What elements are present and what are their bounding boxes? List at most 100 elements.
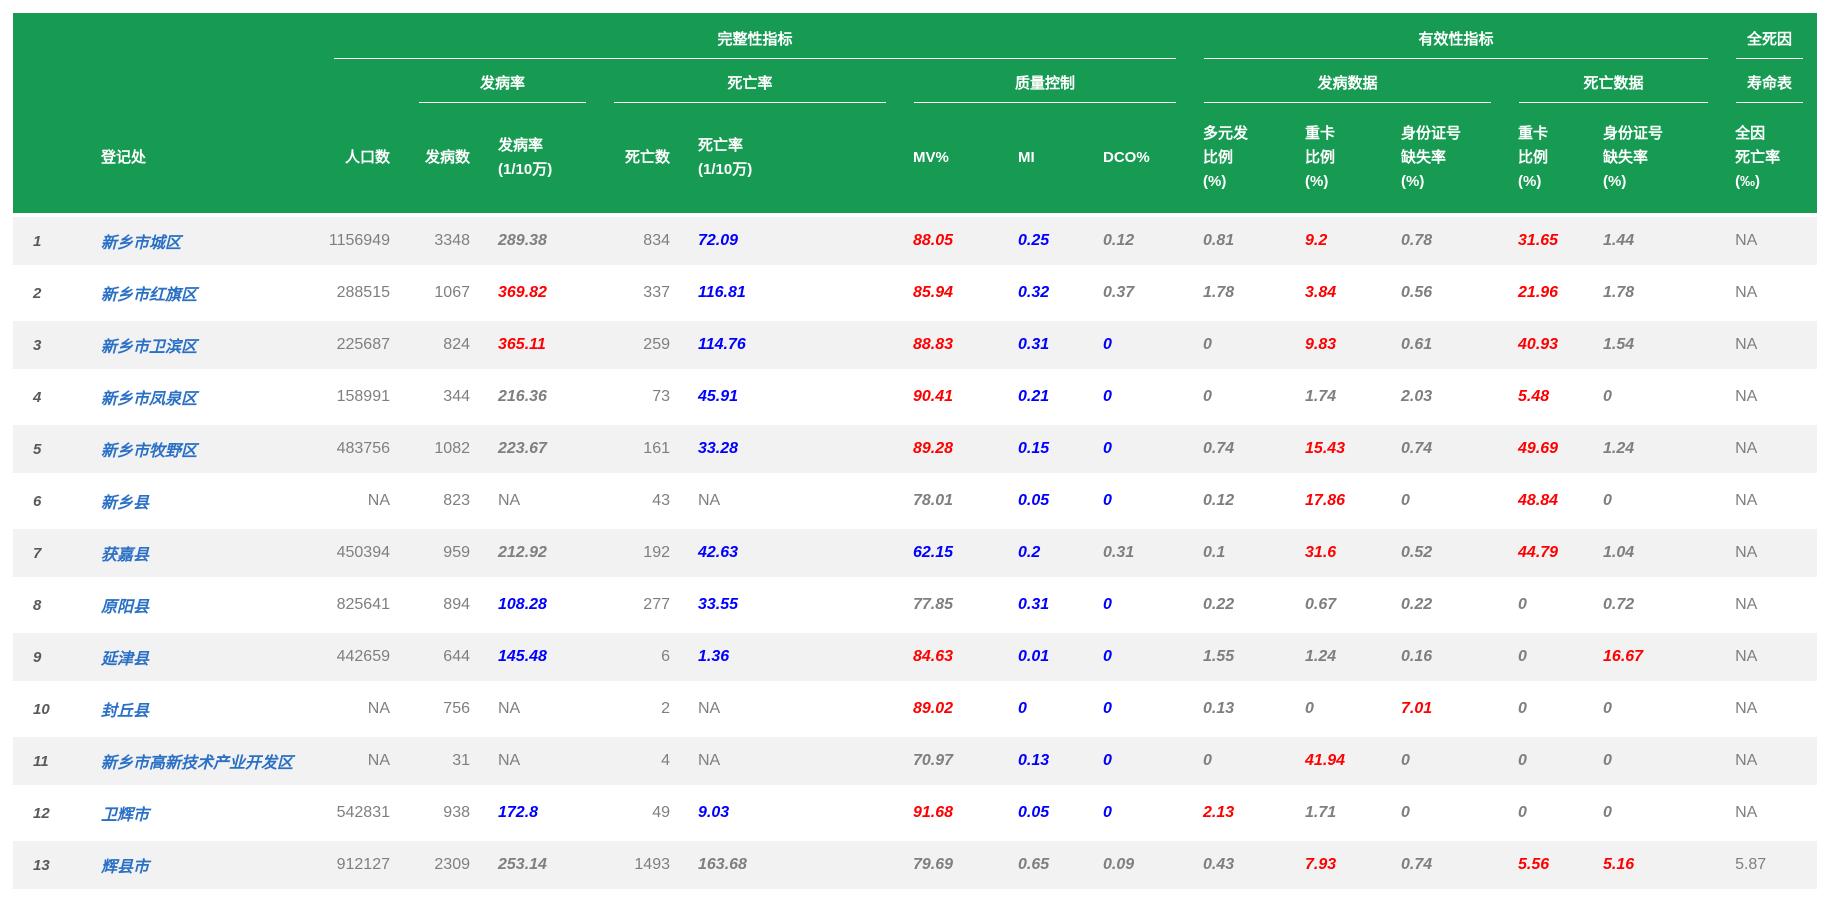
cell-row-index: 11 (13, 733, 88, 785)
cell-dup-card-pct-death: 0 (1505, 681, 1591, 733)
cell-mi: 0.65 (1005, 837, 1090, 889)
table-row: 3 新乡市卫滨区 225687 824 365.11 259 114.76 88.83 0.31… (13, 317, 1818, 369)
cell-cases: 959 (405, 525, 485, 577)
cell-incidence-rate: 253.14 (485, 837, 600, 889)
group-completeness-label: 完整性指标 (334, 28, 1177, 59)
cell-mortality-rate: 33.28 (685, 421, 900, 473)
cell-population: 1156949 (320, 213, 405, 265)
subgroup-mortality-label: 死亡率 (614, 72, 886, 103)
table-row: 5 新乡市牧野区 483756 1082 223.67 161 33.28 89.28 0.15… (13, 421, 1818, 473)
subgroup-quality-control-label: 质量控制 (914, 72, 1177, 103)
cell-id-missing-pct-inc: 0 (1388, 733, 1506, 785)
cell-dco-pct: 0 (1090, 421, 1191, 473)
subgroup-death-data-label: 死亡数据 (1519, 72, 1709, 103)
cell-population: NA (320, 681, 405, 733)
cell-registry-name: 新乡县 (88, 473, 320, 525)
cell-id-missing-pct-inc: 0.78 (1388, 213, 1506, 265)
cell-deaths: 337 (600, 265, 685, 317)
cell-dup-card-pct-death: 40.93 (1505, 317, 1591, 369)
cell-id-missing-pct-death: 1.78 (1590, 265, 1723, 317)
cell-id-missing-pct-inc: 0.52 (1388, 525, 1506, 577)
cell-mv-pct: 91.68 (900, 785, 1005, 837)
cell-population: 542831 (320, 785, 405, 837)
cell-all-cause-rate: NA (1722, 473, 1818, 525)
cell-mv-pct: 89.28 (900, 421, 1005, 473)
cell-id-missing-pct-death: 1.54 (1590, 317, 1723, 369)
cell-id-missing-pct-death: 5.16 (1590, 837, 1723, 889)
cell-id-missing-pct-death: 0 (1590, 681, 1723, 733)
cell-population: 442659 (320, 629, 405, 681)
cell-registry-name: 新乡市城区 (88, 213, 320, 265)
cell-mortality-rate: 1.36 (685, 629, 900, 681)
cell-registry-name: 封丘县 (88, 681, 320, 733)
cell-mv-pct: 77.85 (900, 577, 1005, 629)
cell-dup-card-pct-inc: 31.6 (1292, 525, 1389, 577)
cell-multi-primary-pct: 2.13 (1190, 785, 1293, 837)
cell-registry-name: 新乡市卫滨区 (88, 317, 320, 369)
cell-dco-pct: 0 (1090, 629, 1191, 681)
cell-mv-pct: 88.83 (900, 317, 1005, 369)
subgroup-incidence-data-label: 发病数据 (1204, 72, 1492, 103)
cell-dco-pct: 0.37 (1090, 265, 1191, 317)
cell-cases: 1082 (405, 421, 485, 473)
cell-registry-name: 辉县市 (88, 837, 320, 889)
cell-mortality-rate: 45.91 (685, 369, 900, 421)
cell-row-index: 8 (13, 577, 88, 629)
cell-all-cause-rate: NA (1722, 681, 1818, 733)
cell-cases: 1067 (405, 265, 485, 317)
cell-mv-pct: 78.01 (900, 473, 1005, 525)
cell-id-missing-pct-inc: 2.03 (1388, 369, 1506, 421)
cell-mi: 0.01 (1005, 629, 1090, 681)
cell-population: NA (320, 733, 405, 785)
subgroup-mortality: 死亡率 (600, 59, 900, 103)
cell-mv-pct: 79.69 (900, 837, 1005, 889)
cell-id-missing-pct-inc: 0.74 (1388, 837, 1506, 889)
cell-all-cause-rate: NA (1722, 421, 1818, 473)
cell-all-cause-rate: NA (1722, 265, 1818, 317)
header-group-row-2: 发病率 死亡率 质量控制 发病数据 死亡数据 寿命表 (13, 59, 1818, 103)
cell-cases: 3348 (405, 213, 485, 265)
table-row: 11 新乡市高新技术产业开发区 NA 31 NA 4 NA 70.97 0.13 0 0 41.94 0… (13, 733, 1818, 785)
subgroup-life-table: 寿命表 (1722, 59, 1818, 103)
cell-dup-card-pct-inc: 41.94 (1292, 733, 1389, 785)
subgroup-death-data: 死亡数据 (1505, 59, 1723, 103)
cell-row-index: 6 (13, 473, 88, 525)
cell-multi-primary-pct: 0.74 (1190, 421, 1293, 473)
cell-multi-primary-pct: 0.22 (1190, 577, 1293, 629)
cell-mv-pct: 85.94 (900, 265, 1005, 317)
cell-id-missing-pct-inc: 0.56 (1388, 265, 1506, 317)
cell-all-cause-rate: NA (1722, 317, 1818, 369)
table-row: 10 封丘县 NA 756 NA 2 NA 89.02 0 0 0.13 0 7.01 0 0 NA (13, 681, 1818, 733)
cell-mi: 0.05 (1005, 785, 1090, 837)
cell-multi-primary-pct: 0 (1190, 317, 1293, 369)
cell-row-index: 2 (13, 265, 88, 317)
cell-row-index: 13 (13, 837, 88, 889)
cell-population: 450394 (320, 525, 405, 577)
cell-dup-card-pct-inc: 1.74 (1292, 369, 1389, 421)
cell-multi-primary-pct: 0.43 (1190, 837, 1293, 889)
cell-incidence-rate: 216.36 (485, 369, 600, 421)
cell-dup-card-pct-death: 0 (1505, 629, 1591, 681)
subgroup-quality-control: 质量控制 (900, 59, 1191, 103)
cell-row-index: 7 (13, 525, 88, 577)
cell-row-index: 5 (13, 421, 88, 473)
group-validity: 有效性指标 (1190, 13, 1723, 59)
cell-deaths: 49 (600, 785, 685, 837)
column-header-index (13, 103, 88, 213)
table-row: 4 新乡市凤泉区 158991 344 216.36 73 45.91 90.41 0.21 0 0… (13, 369, 1818, 421)
group-all-cause-label: 全死因 (1736, 28, 1804, 59)
table-row: 2 新乡市红旗区 288515 1067 369.82 337 116.81 85.94 0.3… (13, 265, 1818, 317)
cell-dup-card-pct-inc: 0.67 (1292, 577, 1389, 629)
column-header-population: 人口数 (320, 103, 405, 213)
cell-dup-card-pct-death: 48.84 (1505, 473, 1591, 525)
cell-all-cause-rate: NA (1722, 577, 1818, 629)
cell-incidence-rate: 172.8 (485, 785, 600, 837)
cell-mortality-rate: NA (685, 681, 900, 733)
group-completeness: 完整性指标 (320, 13, 1191, 59)
cell-all-cause-rate: NA (1722, 369, 1818, 421)
cell-row-index: 12 (13, 785, 88, 837)
column-header-incidence-rate: 发病率 (1/10万) (485, 103, 600, 213)
cell-mi: 0.32 (1005, 265, 1090, 317)
cell-dup-card-pct-death: 44.79 (1505, 525, 1591, 577)
cell-mv-pct: 84.63 (900, 629, 1005, 681)
